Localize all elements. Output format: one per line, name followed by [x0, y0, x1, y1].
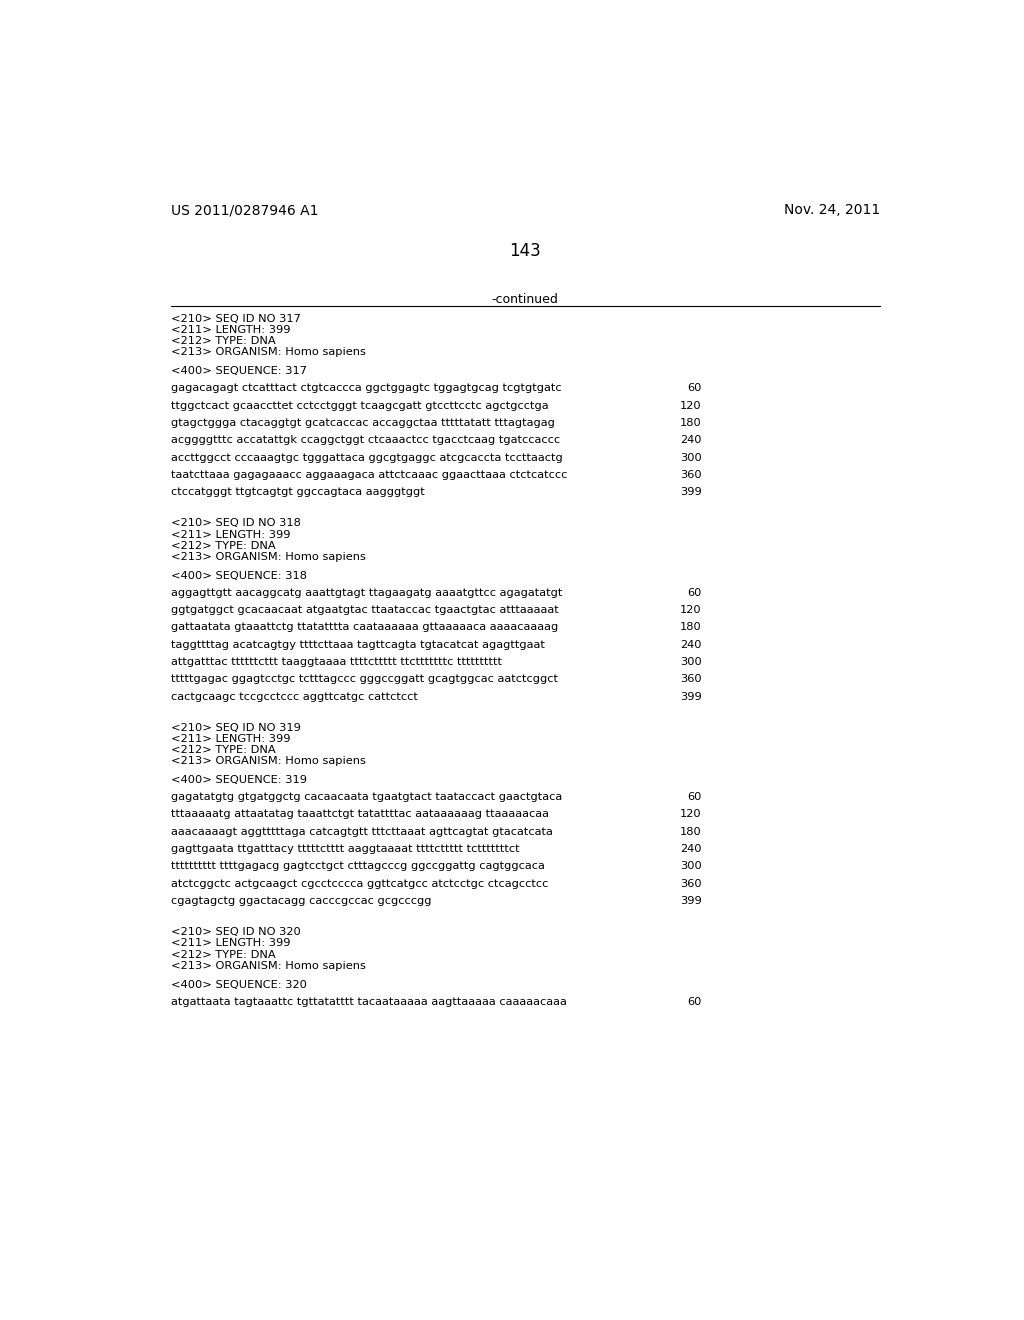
Text: US 2011/0287946 A1: US 2011/0287946 A1: [171, 203, 318, 216]
Text: <211> LENGTH: 399: <211> LENGTH: 399: [171, 734, 290, 744]
Text: accttggcct cccaaagtgc tgggattaca ggcgtgaggc atcgcaccta tccttaactg: accttggcct cccaaagtgc tgggattaca ggcgtga…: [171, 453, 562, 462]
Text: tttaaaaatg attaatatag taaattctgt tatattttac aataaaaaag ttaaaaacaa: tttaaaaatg attaatatag taaattctgt tatattt…: [171, 809, 549, 820]
Text: gagacagagt ctcatttact ctgtcaccca ggctggagtc tggagtgcag tcgtgtgatc: gagacagagt ctcatttact ctgtcaccca ggctgga…: [171, 383, 561, 393]
Text: <400> SEQUENCE: 320: <400> SEQUENCE: 320: [171, 979, 306, 990]
Text: 120: 120: [680, 605, 701, 615]
Text: 360: 360: [680, 675, 701, 684]
Text: 399: 399: [680, 692, 701, 702]
Text: 180: 180: [680, 418, 701, 428]
Text: gagatatgtg gtgatggctg cacaacaata tgaatgtact taataccact gaactgtaca: gagatatgtg gtgatggctg cacaacaata tgaatgt…: [171, 792, 562, 803]
Text: gtagctggga ctacaggtgt gcatcaccac accaggctaa tttttatatt tttagtagag: gtagctggga ctacaggtgt gcatcaccac accaggc…: [171, 418, 555, 428]
Text: <400> SEQUENCE: 319: <400> SEQUENCE: 319: [171, 775, 306, 785]
Text: 60: 60: [687, 792, 701, 803]
Text: atctcggctc actgcaagct cgcctcccca ggttcatgcc atctcctgc ctcagcctcc: atctcggctc actgcaagct cgcctcccca ggttcat…: [171, 879, 548, 888]
Text: <210> SEQ ID NO 319: <210> SEQ ID NO 319: [171, 723, 300, 733]
Text: 60: 60: [687, 997, 701, 1007]
Text: <210> SEQ ID NO 317: <210> SEQ ID NO 317: [171, 314, 300, 323]
Text: Nov. 24, 2011: Nov. 24, 2011: [783, 203, 880, 216]
Text: 143: 143: [509, 242, 541, 260]
Text: ctccatgggt ttgtcagtgt ggccagtaca aagggtggt: ctccatgggt ttgtcagtgt ggccagtaca aagggtg…: [171, 487, 424, 498]
Text: 120: 120: [680, 809, 701, 820]
Text: taggttttag acatcagtgy ttttcttaaa tagttcagta tgtacatcat agagttgaat: taggttttag acatcagtgy ttttcttaaa tagttca…: [171, 640, 545, 649]
Text: 180: 180: [680, 622, 701, 632]
Text: 399: 399: [680, 487, 701, 498]
Text: <212> TYPE: DNA: <212> TYPE: DNA: [171, 541, 275, 550]
Text: 180: 180: [680, 826, 701, 837]
Text: tttttttttt ttttgagacg gagtcctgct ctttagcccg ggccggattg cagtggcaca: tttttttttt ttttgagacg gagtcctgct ctttagc…: [171, 862, 545, 871]
Text: <210> SEQ ID NO 320: <210> SEQ ID NO 320: [171, 927, 300, 937]
Text: <211> LENGTH: 399: <211> LENGTH: 399: [171, 939, 290, 948]
Text: ggtgatggct gcacaacaat atgaatgtac ttaataccac tgaactgtac atttaaaaat: ggtgatggct gcacaacaat atgaatgtac ttaatac…: [171, 605, 558, 615]
Text: <212> TYPE: DNA: <212> TYPE: DNA: [171, 337, 275, 346]
Text: <211> LENGTH: 399: <211> LENGTH: 399: [171, 529, 290, 540]
Text: cactgcaagc tccgcctccc aggttcatgc cattctcct: cactgcaagc tccgcctccc aggttcatgc cattctc…: [171, 692, 418, 702]
Text: <400> SEQUENCE: 317: <400> SEQUENCE: 317: [171, 367, 306, 376]
Text: 240: 240: [680, 640, 701, 649]
Text: attgatttac ttttttcttt taaggtaaaa ttttcttttt ttctttttttc tttttttttt: attgatttac ttttttcttt taaggtaaaa ttttctt…: [171, 657, 502, 667]
Text: 300: 300: [680, 453, 701, 462]
Text: <213> ORGANISM: Homo sapiens: <213> ORGANISM: Homo sapiens: [171, 961, 366, 970]
Text: ttggctcact gcaaccttet cctcctgggt tcaagcgatt gtccttcctc agctgcctga: ttggctcact gcaaccttet cctcctgggt tcaagcg…: [171, 400, 548, 411]
Text: 60: 60: [687, 587, 701, 598]
Text: acggggtttc accatattgk ccaggctggt ctcaaactcc tgacctcaag tgatccaccc: acggggtttc accatattgk ccaggctggt ctcaaac…: [171, 436, 560, 445]
Text: <212> TYPE: DNA: <212> TYPE: DNA: [171, 949, 275, 960]
Text: -continued: -continued: [492, 293, 558, 306]
Text: gagttgaata ttgatttacy tttttctttt aaggtaaaat ttttcttttt tctttttttct: gagttgaata ttgatttacy tttttctttt aaggtaa…: [171, 843, 519, 854]
Text: <400> SEQUENCE: 318: <400> SEQUENCE: 318: [171, 570, 306, 581]
Text: tttttgagac ggagtcctgc tctttagccc gggccggatt gcagtggcac aatctcggct: tttttgagac ggagtcctgc tctttagccc gggccgg…: [171, 675, 558, 684]
Text: <211> LENGTH: 399: <211> LENGTH: 399: [171, 325, 290, 335]
Text: cgagtagctg ggactacagg cacccgccac gcgcccgg: cgagtagctg ggactacagg cacccgccac gcgcccg…: [171, 896, 431, 906]
Text: 300: 300: [680, 657, 701, 667]
Text: 360: 360: [680, 470, 701, 480]
Text: 240: 240: [680, 436, 701, 445]
Text: <212> TYPE: DNA: <212> TYPE: DNA: [171, 744, 275, 755]
Text: 120: 120: [680, 400, 701, 411]
Text: 60: 60: [687, 383, 701, 393]
Text: <213> ORGANISM: Homo sapiens: <213> ORGANISM: Homo sapiens: [171, 756, 366, 767]
Text: <213> ORGANISM: Homo sapiens: <213> ORGANISM: Homo sapiens: [171, 552, 366, 562]
Text: taatcttaaa gagagaaacc aggaaagaca attctcaaac ggaacttaaa ctctcatccc: taatcttaaa gagagaaacc aggaaagaca attctca…: [171, 470, 567, 480]
Text: gattaatata gtaaattctg ttatatttta caataaaaaa gttaaaaaca aaaacaaaag: gattaatata gtaaattctg ttatatttta caataaa…: [171, 622, 558, 632]
Text: 399: 399: [680, 896, 701, 906]
Text: atgattaata tagtaaattc tgttatatttt tacaataaaaa aagttaaaaa caaaaacaaa: atgattaata tagtaaattc tgttatatttt tacaat…: [171, 997, 566, 1007]
Text: 300: 300: [680, 862, 701, 871]
Text: aaacaaaagt aggtttttaga catcagtgtt tttcttaaat agttcagtat gtacatcata: aaacaaaagt aggtttttaga catcagtgtt tttctt…: [171, 826, 553, 837]
Text: <210> SEQ ID NO 318: <210> SEQ ID NO 318: [171, 519, 300, 528]
Text: aggagttgtt aacaggcatg aaattgtagt ttagaagatg aaaatgttcc agagatatgt: aggagttgtt aacaggcatg aaattgtagt ttagaag…: [171, 587, 562, 598]
Text: 360: 360: [680, 879, 701, 888]
Text: <213> ORGANISM: Homo sapiens: <213> ORGANISM: Homo sapiens: [171, 347, 366, 358]
Text: 240: 240: [680, 843, 701, 854]
